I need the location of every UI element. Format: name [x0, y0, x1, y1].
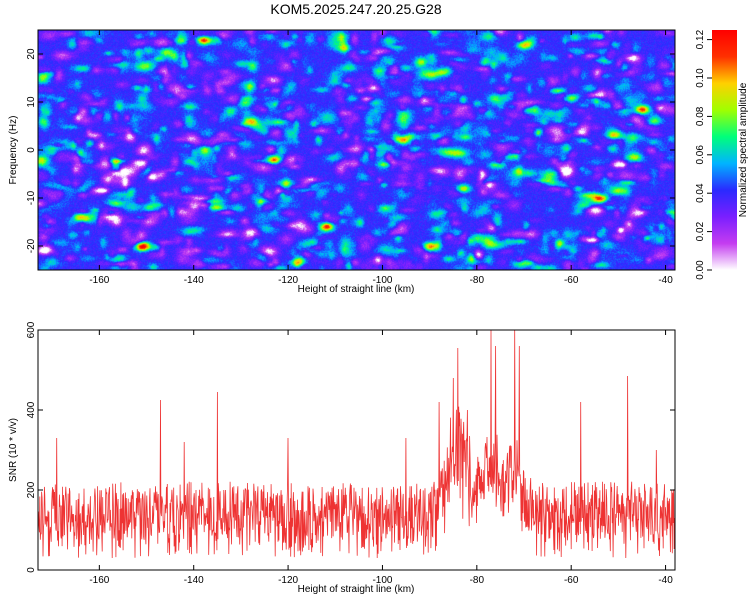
- colorbar-label: Normalized spectral amplitude: [738, 82, 749, 217]
- heatmap-x-tick-label: -80: [470, 275, 485, 286]
- colorbar-tick-label: 0.12: [695, 29, 706, 49]
- figure-title: KOM5.2025.247.20.25.G28: [270, 1, 441, 17]
- colorbar-tick-label: 0.10: [695, 68, 706, 88]
- snr-x-tick-label: -40: [658, 575, 673, 586]
- snr-y-tick-label: 400: [26, 401, 37, 418]
- heatmap-y-tick-label: -20: [26, 238, 37, 253]
- snr-x-tick-label: -100: [372, 575, 392, 586]
- snr-x-tick-label: -60: [564, 575, 579, 586]
- snr-x-tick-label: -80: [470, 575, 485, 586]
- heatmap-y-tick-label: 10: [26, 96, 37, 108]
- heatmap-x-tick-label: -160: [89, 275, 109, 286]
- snr-x-tick-label: -140: [184, 575, 204, 586]
- snr-x-tick-label: -120: [278, 575, 298, 586]
- snr-y-tick-label: 600: [26, 321, 37, 338]
- snr-y-tick-label: 0: [26, 567, 37, 573]
- colorbar-ticks: 0.00 0.02 0.04 0.06 0.08 0.10 0.12: [695, 29, 712, 280]
- heatmap-x-axis: -160 -140 -120 -100 -80 -60 -40: [89, 30, 673, 286]
- snr-y-axis: 0 200 400 600: [26, 321, 675, 573]
- colorbar-tick-label: 0.02: [695, 221, 706, 241]
- snr-frame: [37, 329, 676, 571]
- heatmap-x-tick-label: -100: [372, 275, 392, 286]
- heatmap-x-label: Height of straight line (km): [298, 284, 415, 295]
- snr-x-axis: -160 -140 -120 -100 -80 -60 -40: [89, 330, 673, 586]
- snr-series-line: [38, 330, 675, 559]
- colorbar: 0.00 0.02 0.04 0.06 0.08 0.10 0.12 Normalized …: [695, 29, 749, 279]
- colorbar-tick-label: 0.08: [695, 106, 706, 126]
- heatmap-image: [38, 30, 675, 270]
- heatmap-y-tick-label: 0: [26, 147, 37, 153]
- heatmap-x-tick-label: -40: [658, 275, 673, 286]
- snr-x-tick-label: -160: [89, 575, 109, 586]
- colorbar-tick-label: 0.04: [695, 183, 706, 203]
- snr-panel: -160 -140 -120 -100 -80 -60 -40 0 200 400 600 Hei…: [8, 321, 676, 595]
- heatmap-y-tick-label: -10: [26, 190, 37, 205]
- colorbar-tick-label: 0.00: [695, 260, 706, 280]
- heatmap-x-tick-label: -120: [278, 275, 298, 286]
- heatmap-y-axis: -20 -10 0 10 20: [26, 48, 675, 253]
- heatmap-y-tick-label: 20: [26, 48, 37, 60]
- heatmap-x-tick-label: -140: [184, 275, 204, 286]
- snr-y-tick-label: 200: [26, 481, 37, 498]
- heatmap-x-tick-label: -60: [564, 275, 579, 286]
- snr-x-label: Height of straight line (km): [298, 584, 415, 595]
- snr-y-label: SNR (10 * v/v): [8, 418, 19, 482]
- colorbar-tick-label: 0.06: [695, 145, 706, 165]
- colorbar-fill: [712, 30, 737, 270]
- heatmap-y-label: Frequency (Hz): [8, 116, 19, 185]
